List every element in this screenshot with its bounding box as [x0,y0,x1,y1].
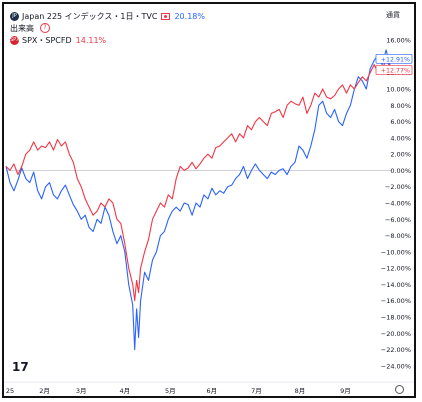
y-tick-label: 2.00% [390,151,411,159]
legend-volume-row[interactable]: 出来高 ? [10,22,205,34]
x-tick-label: 6月 [207,387,218,395]
y-tick-label: −8.00% [385,232,411,240]
clock-icon[interactable] [395,385,404,394]
x-tick-label: 7月 [251,387,262,395]
tradingview-logo-icon[interactable]: 17 [12,360,29,374]
y-tick-label: 16.00% [386,37,411,45]
y-tick-label: −6.00% [385,216,411,224]
y-tick-label: 8.00% [390,102,411,110]
y-tick-label: 4.00% [390,134,411,142]
y-tick-label: −12.00% [381,265,411,273]
y-tick-label: 6.00% [390,118,411,126]
x-tick-label: 25 [6,387,14,395]
spx-last-value-box [375,65,413,75]
x-tick-label: 2月 [39,387,50,395]
japan-flag-marker-icon [161,12,171,20]
y-tick-label: 0.00% [390,167,411,175]
y-tick-label: −10.00% [381,248,411,256]
legend-compare-title: SPX・SPCFD [22,35,72,45]
japan-last-value-box [375,53,413,64]
comparison-chart[interactable]: 16.00%14.00%12.00%10.00%8.00%6.00%4.00%2… [4,4,414,396]
y-tick-label: −22.00% [381,346,411,354]
legend-compare-change: 14.11% [75,35,107,45]
spx-logo-icon: SPX [10,35,20,45]
legend-main-change: 20.18% [174,11,205,21]
legend-volume-label: 出来高 [10,23,34,33]
spx-last-value-label: +12.77% [381,67,410,74]
currency-label[interactable]: 通貨 [386,11,400,19]
x-tick-label: 5月 [165,387,176,395]
chart-frame: 16.00%14.00%12.00%10.00%8.00%6.00%4.00%2… [2,2,416,398]
japan-last-value-label: +12.91% [381,56,410,63]
y-tick-label: −18.00% [381,314,411,322]
y-tick-label: 10.00% [386,86,411,94]
legend-main-row[interactable]: JP Japan 225 インデックス・1日・TVC 20.18% [10,10,205,22]
y-tick-label: −20.00% [381,330,411,338]
legend-main-title: Japan 225 インデックス・1日・TVC [22,11,158,21]
legend: JP Japan 225 インデックス・1日・TVC 20.18% 出来高 ? … [10,10,205,46]
x-tick-label: 9月 [340,387,351,395]
x-tick-label: 8月 [295,387,306,395]
y-tick-label: −24.00% [381,362,411,370]
y-tick-label: −2.00% [385,183,411,191]
y-tick-label: −14.00% [381,281,411,289]
japan225-series-line [5,49,391,351]
japan-flag-icon: JP [10,11,19,21]
help-icon[interactable]: ? [40,23,50,33]
legend-compare-row[interactable]: SPX SPX・SPCFD 14.11% [10,34,205,46]
y-tick-label: −16.00% [381,297,411,305]
spx-series-line [5,59,391,302]
x-tick-label: 4月 [119,387,130,395]
y-tick-label: −4.00% [385,200,411,208]
x-tick-label: 3月 [76,387,87,395]
